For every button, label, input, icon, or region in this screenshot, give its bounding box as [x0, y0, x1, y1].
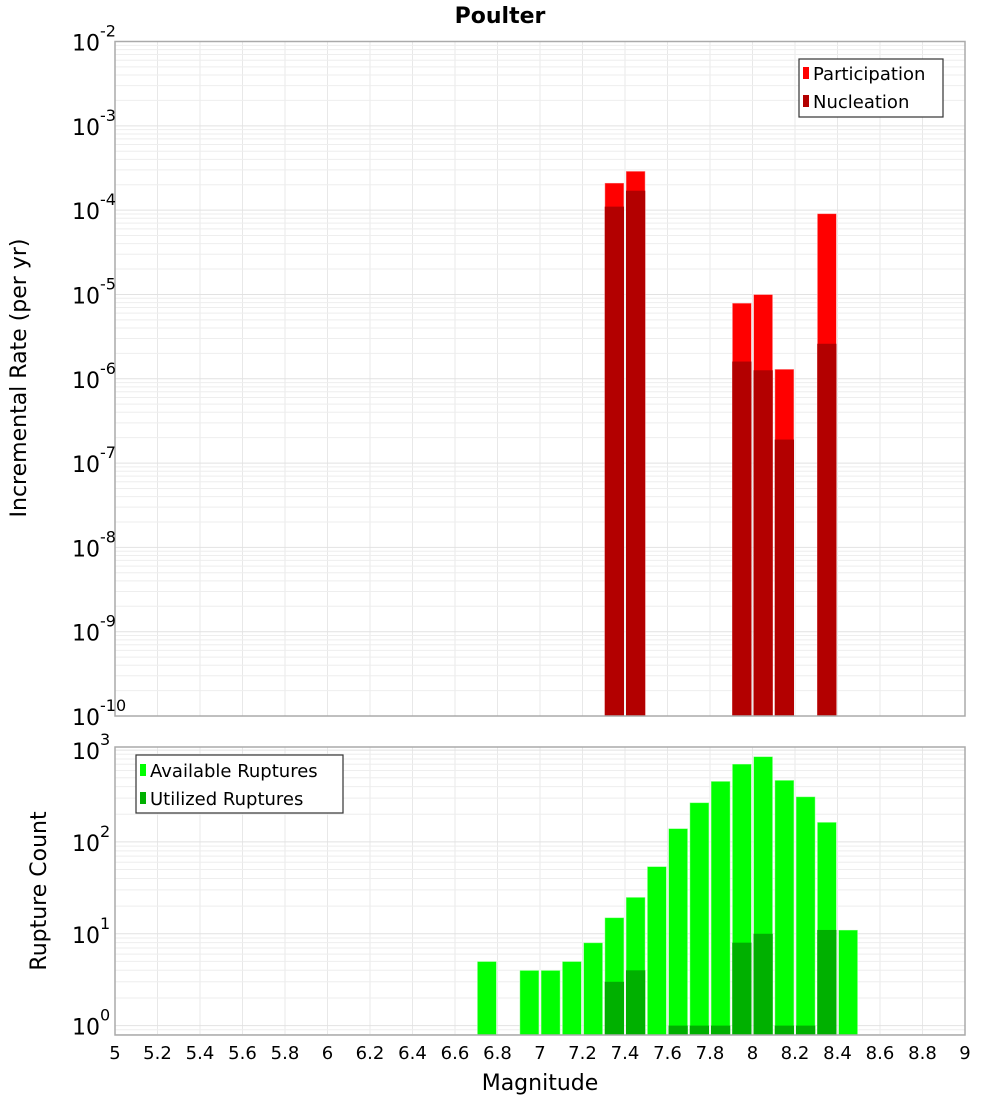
top-grid [115, 41, 966, 717]
y-tick-label: 10-2 [72, 22, 116, 57]
bar-available-ruptures [774, 779, 795, 1036]
x-tick-label: 8.8 [908, 1043, 937, 1064]
bar-available-ruptures [689, 802, 710, 1036]
y-tick-label: 10-5 [72, 274, 116, 309]
legend-swatch-participation [803, 67, 809, 79]
bar-available-ruptures [646, 865, 667, 1036]
x-axis-label: Magnitude [482, 1071, 599, 1096]
x-tick-label: 7.6 [653, 1043, 682, 1064]
bar-nucleation [753, 370, 773, 716]
top-plot-frame [114, 40, 966, 717]
x-tick-label: 6 [322, 1043, 333, 1064]
bar-nucleation [732, 361, 752, 716]
legend-label-nucleation: Nucleation [813, 92, 909, 113]
x-tick-label: 8.2 [781, 1043, 810, 1064]
bar-available-ruptures [561, 960, 582, 1036]
bar-available-ruptures [583, 942, 604, 1036]
y-tick-label: 10-3 [72, 106, 116, 141]
bar-utilized-ruptures [689, 1025, 709, 1035]
bar-available-ruptures [476, 960, 497, 1036]
bar-nucleation [604, 206, 624, 717]
bar-utilized-ruptures [796, 1025, 816, 1035]
legend-label-participation: Participation [813, 64, 925, 85]
x-tick-label: 5 [109, 1043, 120, 1064]
bar-nucleation [774, 439, 794, 716]
bar-utilized-ruptures [711, 1025, 731, 1035]
x-tick-label: 6.4 [398, 1043, 427, 1064]
bar-available-ruptures [710, 780, 731, 1036]
bar-utilized-ruptures [817, 929, 837, 1035]
x-tick-label: 9 [959, 1043, 970, 1064]
bar-utilized-ruptures [732, 942, 752, 1035]
legend-swatch-nucleation [803, 95, 809, 107]
bar-nucleation [817, 343, 837, 716]
y-tick-label: 101 [72, 914, 110, 949]
y-tick-label: 10-9 [72, 612, 116, 647]
bottom-legend: Available Ruptures Utilized Ruptures [135, 754, 344, 814]
top-legend: Participation Nucleation [798, 58, 944, 118]
bar-utilized-ruptures [668, 1025, 688, 1035]
bar-available-ruptures [668, 827, 689, 1036]
legend-label-available: Available Ruptures [150, 761, 318, 782]
bar-available-ruptures [838, 929, 859, 1036]
y-tick-label: 103 [72, 730, 110, 765]
bar-available-ruptures [540, 969, 561, 1036]
bar-utilized-ruptures [604, 981, 624, 1035]
y-tick-label: 10-6 [72, 359, 116, 394]
x-tick-label: 5.6 [228, 1043, 257, 1064]
bar-utilized-ruptures [753, 933, 773, 1035]
bottom-plot-frame [114, 746, 966, 1036]
x-tick-label: 7.8 [696, 1043, 725, 1064]
bar-available-ruptures [519, 969, 540, 1036]
x-tick-label: 7 [534, 1043, 545, 1064]
chart-title: Poulter [455, 4, 546, 29]
x-tick-label: 7.2 [568, 1043, 597, 1064]
bar-nucleation [626, 190, 646, 716]
x-tick-label: 6.2 [356, 1043, 385, 1064]
x-tick-label: 8 [747, 1043, 758, 1064]
x-tick-label: 6.8 [483, 1043, 512, 1064]
top-y-axis-label: Incremental Rate (per yr) [7, 239, 32, 518]
x-tick-label: 6.6 [441, 1043, 470, 1064]
y-tick-label: 10-10 [72, 696, 126, 731]
x-tick-label: 8.6 [866, 1043, 895, 1064]
y-tick-label: 10-8 [72, 527, 116, 562]
x-tick-label: 7.4 [611, 1043, 640, 1064]
bottom-grid [115, 747, 966, 1035]
y-tick-label: 100 [72, 1006, 110, 1041]
x-tick-label: 5.8 [271, 1043, 300, 1064]
y-tick-label: 10-4 [72, 190, 116, 225]
bar-available-ruptures [795, 796, 816, 1036]
top-bars [604, 170, 837, 717]
bottom-y-axis-label: Rupture Count [27, 811, 52, 971]
bar-utilized-ruptures [626, 970, 646, 1035]
legend-swatch-available [140, 764, 146, 776]
top-y-ticks: 10-2 10-3 10-4 10-5 10-6 10-7 10-8 10-9 10-10 [72, 22, 126, 732]
bar-utilized-ruptures [774, 1025, 794, 1035]
y-tick-label: 10-7 [72, 443, 116, 478]
x-ticks: 5 5.2 5.4 5.6 5.8 6 6.2 6.4 6.6 6.8 7 7.2 7.4 7.6 7.8 8… [109, 1043, 970, 1064]
bottom-y-ticks: 103 102 101 100 [72, 730, 110, 1041]
x-tick-label: 8.4 [823, 1043, 852, 1064]
bottom-bars [476, 756, 859, 1036]
legend-swatch-utilized [140, 792, 146, 804]
x-tick-label: 5.4 [186, 1043, 215, 1064]
legend-label-utilized: Utilized Ruptures [150, 789, 303, 810]
x-tick-label: 5.2 [143, 1043, 172, 1064]
y-tick-label: 102 [72, 822, 110, 857]
